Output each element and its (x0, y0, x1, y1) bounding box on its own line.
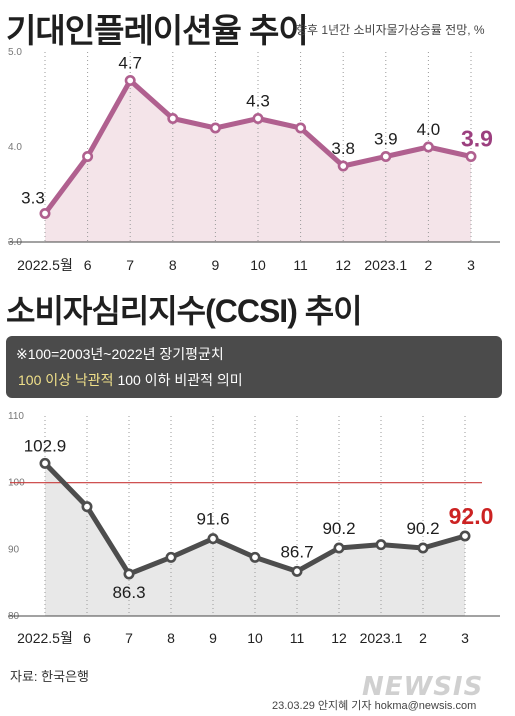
chart1-xtick-label: 6 (84, 257, 92, 273)
chart1-xtick-label: 3 (467, 257, 475, 273)
chart1-data-label: 4.0 (417, 120, 441, 139)
chart1-xtick-label: 2023.1 (364, 257, 407, 273)
chart1-xtick-label: 10 (250, 257, 266, 273)
chart2-point (165, 551, 177, 563)
chart2-data-label: 90.2 (322, 519, 355, 538)
chart2-xtick-label: 2023.1 (360, 630, 403, 646)
chart2-xtick-label: 10 (247, 630, 263, 646)
chart2-data-label: 91.6 (196, 510, 229, 529)
chart2-data-label: 92.0 (449, 503, 494, 529)
chart2-point (375, 539, 387, 551)
chart2-data-label: 90.2 (406, 519, 439, 538)
chart2-data-label: 86.3 (112, 583, 145, 602)
chart1-xtick-label: 8 (169, 257, 177, 273)
chart2-xtick-label: 6 (83, 630, 91, 646)
chart2-area-fill (45, 463, 465, 616)
note-baseline: ※100=2003년~2022년 장기평균치 (16, 346, 224, 362)
chart2-point (81, 501, 93, 513)
note-box: ※100=2003년~2022년 장기평균치 100 이상 낙관적 100 이하… (6, 336, 502, 398)
chart1-xtick-label: 12 (335, 257, 351, 273)
chart1-data-label: 4.7 (118, 54, 142, 73)
note-meaning: 100 이상 낙관적 100 이하 비관적 의미 (18, 370, 243, 390)
chart1-data-label: 3.3 (21, 189, 45, 208)
chart2-point (417, 542, 429, 554)
chart2-data-label: 102.9 (24, 436, 67, 455)
chart2-point (207, 533, 219, 545)
chart2-xtick-label: 2022.5월 (17, 630, 73, 646)
newsis-watermark: NEWSIS (362, 672, 484, 702)
chart1-xtick-label: 11 (293, 257, 308, 273)
note-pessimistic: 100 이하 비관적 의미 (117, 372, 243, 388)
chart1-xtick-label: 2 (425, 257, 433, 273)
chart1-point (252, 113, 264, 125)
chart1-point (380, 151, 392, 163)
chart2-point (123, 568, 135, 580)
chart1-ytick-label: 5.0 (8, 47, 22, 58)
chart1-point (465, 151, 477, 163)
chart2-ytick-label: 90 (8, 544, 20, 555)
source-text: 자료: 한국은행 (10, 669, 89, 684)
chart1-point (422, 141, 434, 153)
chart2-xtick-label: 8 (167, 630, 175, 646)
note-optimistic: 100 이상 낙관적 (18, 372, 114, 388)
chart1-data-label: 4.3 (246, 92, 270, 111)
chart1-xtick-label: 7 (126, 257, 134, 273)
chart1-point (39, 208, 51, 220)
chart2-xtick-label: 7 (125, 630, 133, 646)
chart2-point (39, 457, 51, 469)
credit-text: 23.03.29 안지혜 기자 hokma@newsis.com (272, 700, 477, 712)
chart2-xtick-label: 3 (461, 630, 469, 646)
chart2-data-label: 86.7 (280, 542, 313, 561)
chart1-area-fill (45, 80, 471, 242)
chart2-xtick-label: 12 (331, 630, 347, 646)
chart2-title: 소비자심리지수(CCSI) 추이 (6, 293, 363, 329)
chart1-point (337, 160, 349, 172)
chart1-point (82, 151, 94, 163)
chart1-xtick-label: 2022.5월 (17, 257, 73, 273)
chart1-ytick-label: 4.0 (8, 142, 22, 153)
chart1-xtick-label: 9 (212, 257, 220, 273)
chart1-title: 기대인플레이션율 추이 (6, 12, 309, 49)
chart1-data-label: 3.8 (331, 139, 355, 158)
chart2-point (249, 551, 261, 563)
chart2-xtick-label: 2 (419, 630, 427, 646)
chart2-point (459, 530, 471, 542)
chart1-data-label: 3.9 (374, 130, 398, 149)
chart1-point (124, 75, 136, 87)
chart2-point (333, 542, 345, 554)
chart2-ytick-label: 110 (8, 411, 24, 422)
chart2-point (291, 565, 303, 577)
chart1-data-label: 3.9 (461, 126, 493, 152)
chart1-point (167, 113, 179, 125)
chart2-xtick-label: 9 (209, 630, 217, 646)
chart1-point (295, 122, 307, 134)
chart2-xtick-label: 11 (290, 630, 305, 646)
chart1-subtitle: 향후 1년간 소비자물가상승률 전망, % (296, 23, 485, 37)
chart1-point (209, 122, 221, 134)
